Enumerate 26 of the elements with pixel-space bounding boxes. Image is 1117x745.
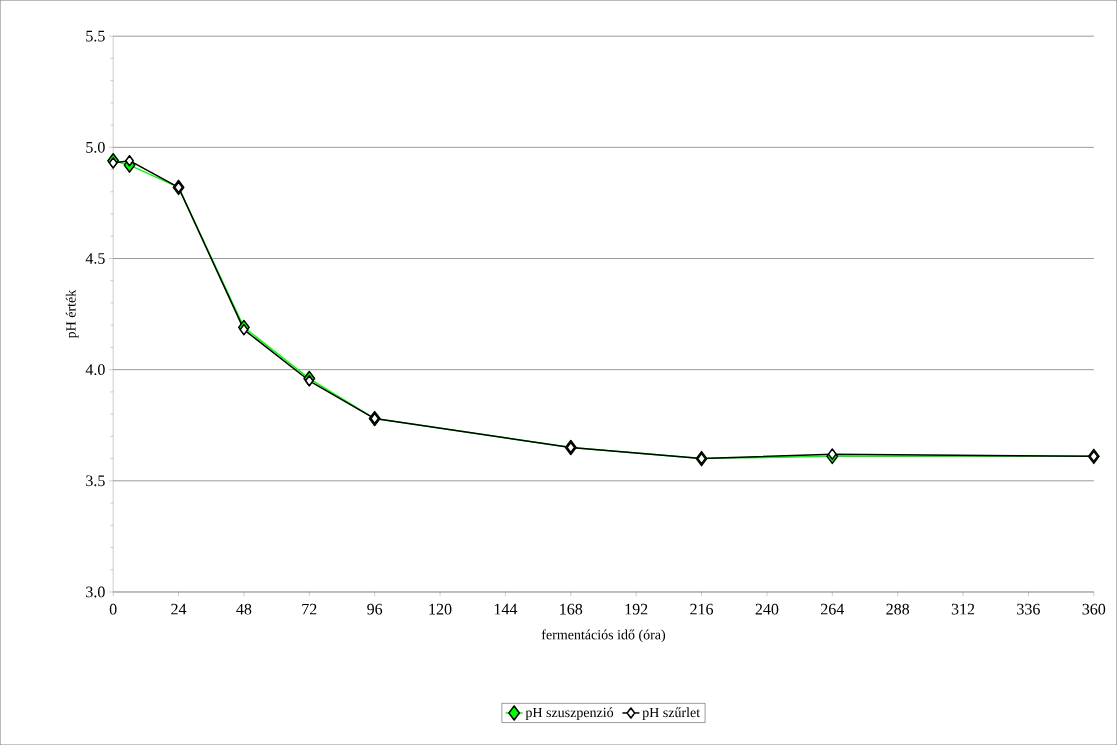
x-tick-label: 192 [625,603,648,615]
y-tick-label: 4.0 [85,364,105,376]
legend-label: pH szűrlet [642,707,701,720]
x-tick-label: 96 [367,603,383,615]
x-tick-label: 144 [494,603,518,615]
x-tick-label: 120 [429,603,452,615]
y-tick-label: 3.5 [86,475,105,487]
y-axis-title: pH érték [65,289,79,339]
x-tick-label: 336 [1017,603,1040,615]
x-tick-label: 240 [755,603,779,615]
y-tick-label: 5.5 [86,30,105,42]
y-tick-label: 3.0 [86,586,105,598]
x-tick-label: 360 [1082,603,1106,615]
x-tick-label: 288 [886,603,910,615]
y-tick-label: 5.0 [86,141,105,153]
x-tick-label: 312 [951,603,975,615]
x-tick-label: 72 [302,603,317,615]
x-tick-label: 0 [109,603,117,615]
y-tick-label: 4.5 [85,253,105,264]
x-tick-label: 24 [171,603,187,615]
x-tick-label: 48 [236,603,252,615]
x-tick-label: 264 [821,603,845,615]
x-tick-label: 168 [560,603,583,615]
legend-label: pH szuszpenzió [525,707,614,720]
x-tick-label: 216 [690,603,714,615]
x-axis-title: fermentációs idő (óra) [541,629,666,643]
